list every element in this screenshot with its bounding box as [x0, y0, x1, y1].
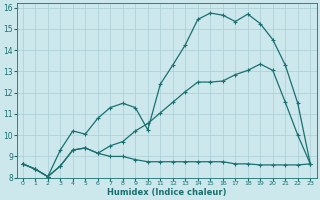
- X-axis label: Humidex (Indice chaleur): Humidex (Indice chaleur): [107, 188, 226, 197]
